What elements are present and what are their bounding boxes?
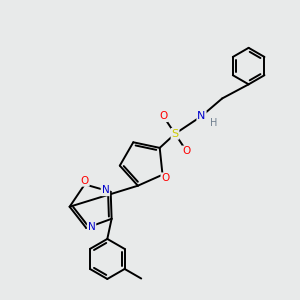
Text: N: N [88, 221, 95, 232]
Text: N: N [101, 185, 109, 195]
Text: N: N [197, 111, 206, 121]
Text: O: O [182, 146, 191, 156]
Text: H: H [210, 118, 218, 128]
Text: O: O [81, 176, 89, 186]
Text: O: O [159, 111, 168, 121]
Text: S: S [172, 129, 178, 139]
Text: O: O [161, 173, 169, 183]
